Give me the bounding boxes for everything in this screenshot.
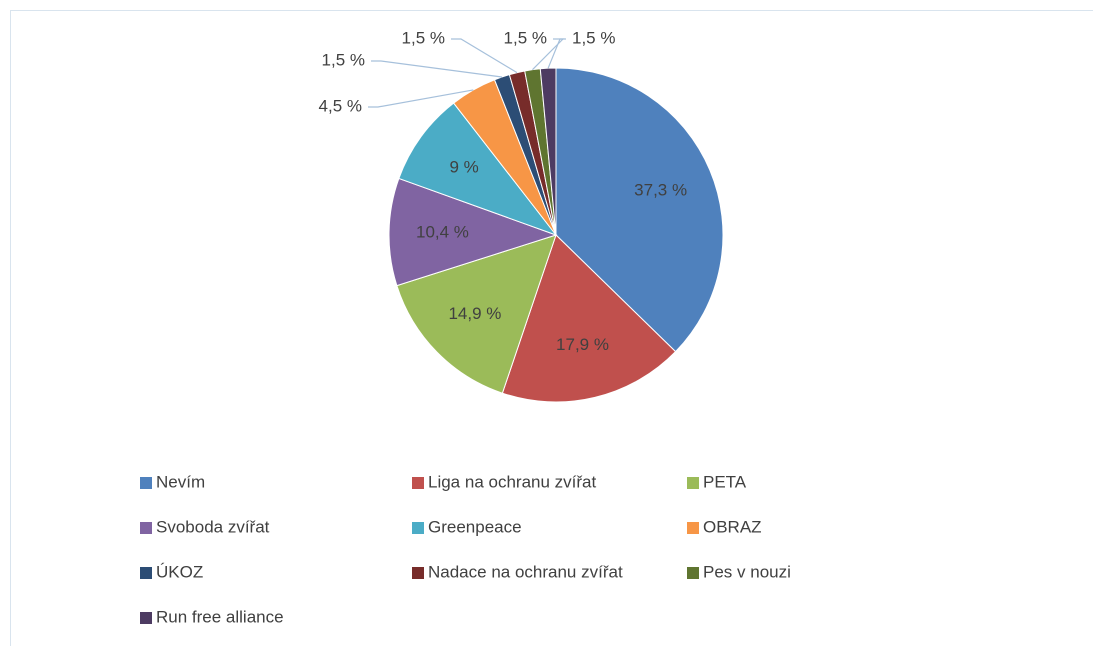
legend-label: Greenpeace	[428, 517, 522, 536]
data-label: 1,5 %	[504, 28, 547, 47]
legend-label: PETA	[703, 472, 747, 491]
legend-label: Run free alliance	[156, 607, 284, 626]
data-label: 1,5 %	[402, 28, 445, 47]
data-label: 9 %	[449, 158, 478, 177]
legend-swatch	[140, 567, 152, 579]
data-label: 37,3 %	[634, 180, 687, 199]
legend-swatch	[687, 477, 699, 489]
legend-swatch	[140, 477, 152, 489]
legend-label: Nevím	[156, 472, 205, 491]
legend-label: Svoboda zvířat	[156, 517, 270, 536]
legend-label: ÚKOZ	[156, 562, 203, 581]
legend-swatch	[412, 522, 424, 534]
data-label: 1,5 %	[322, 50, 365, 69]
legend-swatch	[412, 477, 424, 489]
legend-swatch	[687, 567, 699, 579]
legend-label: OBRAZ	[703, 517, 762, 536]
leader-line	[548, 39, 566, 68]
legend-label: Pes v nouzi	[703, 562, 791, 581]
data-label: 4,5 %	[319, 96, 362, 115]
legend-swatch	[412, 567, 424, 579]
legend-swatch	[140, 522, 152, 534]
legend-label: Nadace na ochranu zvířat	[428, 562, 623, 581]
data-label: 1,5 %	[572, 28, 615, 47]
leader-line	[371, 61, 502, 77]
data-label: 14,9 %	[448, 304, 501, 323]
legend-label: Liga na ochranu zvířat	[428, 472, 596, 491]
legend-swatch	[687, 522, 699, 534]
data-label: 17,9 %	[556, 335, 609, 354]
data-label: 10,4 %	[416, 222, 469, 241]
legend-swatch	[140, 612, 152, 624]
